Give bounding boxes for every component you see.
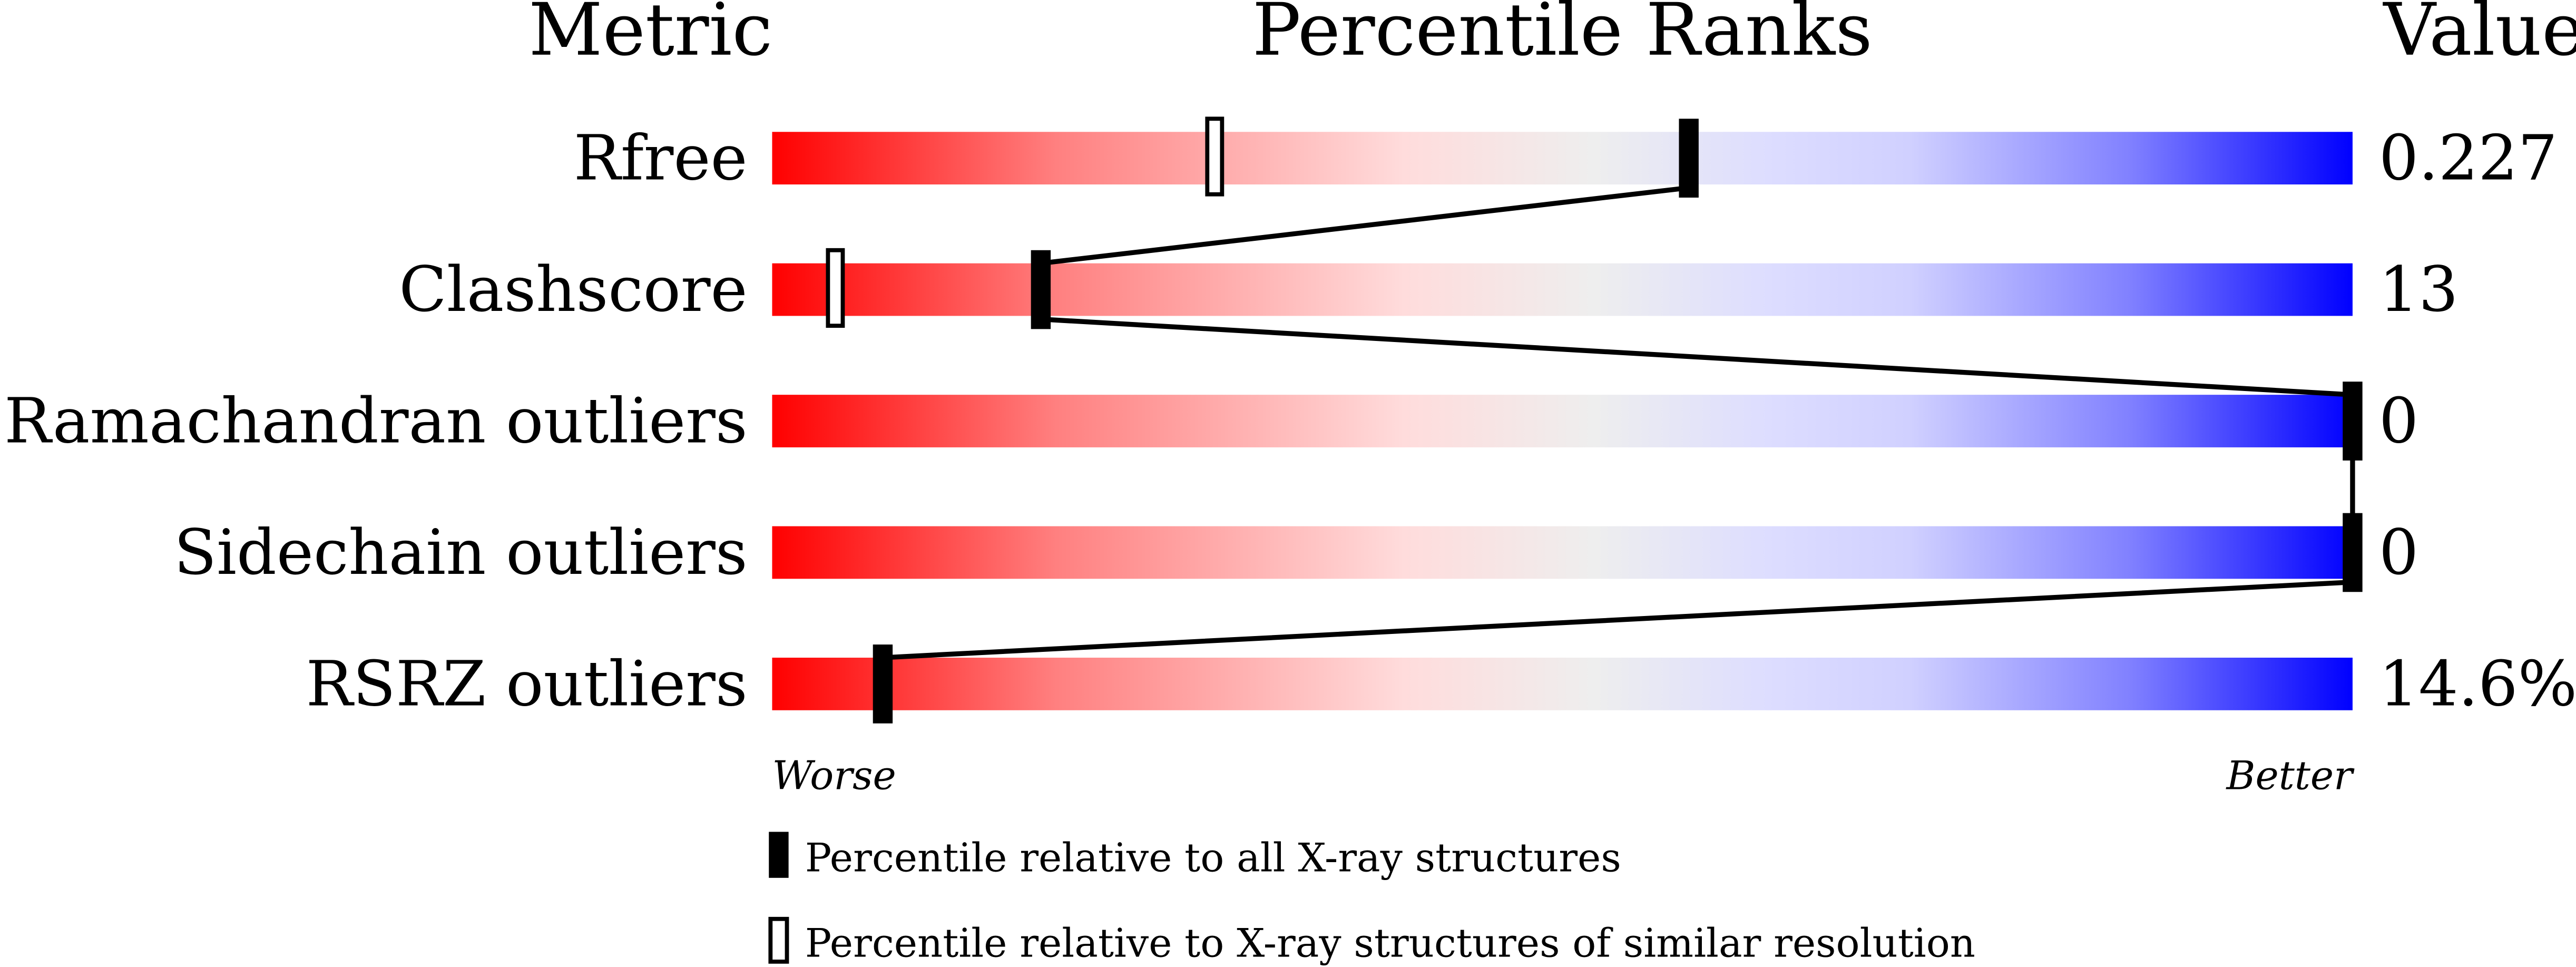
header-metric: Metric bbox=[528, 0, 772, 72]
metric-value: 0 bbox=[2379, 385, 2418, 457]
percentile-bar bbox=[772, 395, 2353, 447]
metric-label: Ramachandran outliers bbox=[4, 385, 748, 457]
metric-value: 14.6% bbox=[2379, 647, 2576, 720]
marker-all-structures bbox=[2343, 382, 2363, 461]
percentile-bar bbox=[772, 132, 2353, 185]
metric-label: Sidechain outliers bbox=[174, 516, 748, 589]
metric-value: 13 bbox=[2379, 253, 2459, 326]
better-label: Better bbox=[2225, 753, 2355, 798]
marker-similar-resolution bbox=[1205, 116, 1225, 197]
legend-open-label: Percentile relative to X-ray structures … bbox=[805, 920, 1975, 966]
worse-label: Worse bbox=[772, 753, 896, 798]
metric-value: 0 bbox=[2379, 516, 2418, 589]
percentile-bar bbox=[772, 658, 2353, 710]
metric-label: Clashscore bbox=[399, 253, 747, 326]
metric-value: 0.227 bbox=[2379, 122, 2558, 194]
metric-label: Rfree bbox=[574, 122, 748, 194]
percentile-bar bbox=[772, 263, 2353, 316]
metric-label: RSRZ outliers bbox=[306, 647, 748, 720]
legend-open-marker bbox=[768, 916, 789, 964]
header-value: Value bbox=[2383, 0, 2576, 72]
percentile-bar bbox=[772, 526, 2353, 579]
marker-all-structures bbox=[1031, 250, 1051, 329]
legend-filled-label: Percentile relative to all X-ray structu… bbox=[805, 835, 1621, 881]
marker-all-structures bbox=[1679, 119, 1699, 198]
header-percentile-ranks: Percentile Ranks bbox=[1252, 0, 1873, 72]
marker-all-structures bbox=[873, 644, 893, 724]
legend-filled-marker bbox=[769, 832, 789, 878]
marker-similar-resolution bbox=[826, 248, 845, 328]
marker-all-structures bbox=[2343, 513, 2363, 592]
